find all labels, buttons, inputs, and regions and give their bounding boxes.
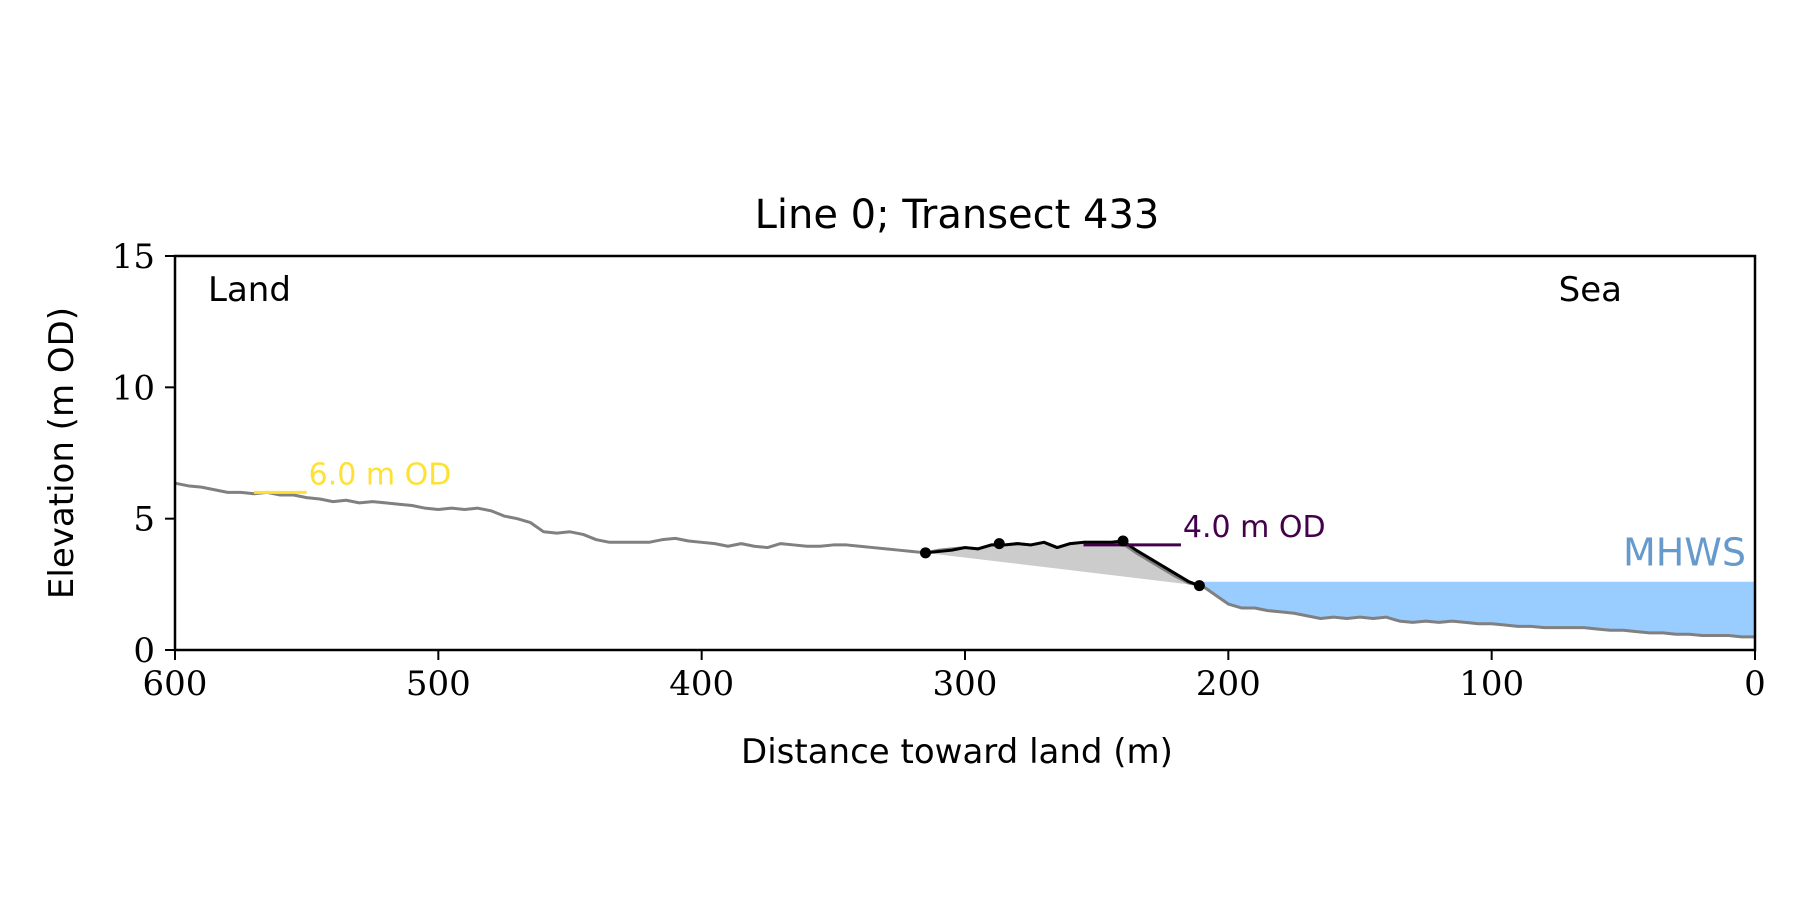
y-tick-label: 10 — [112, 368, 155, 408]
labels-layer: 6.0 m OD 4.0 m OD MHWS 600 500 400 300 200 100 0 0… — [112, 237, 1766, 704]
dune-point — [993, 538, 1005, 550]
x-tick-label: 400 — [669, 664, 734, 704]
od-marker-label: 4.0 m OD — [1183, 510, 1326, 545]
dune-fill — [925, 540, 1200, 586]
axes-layer — [165, 254, 1757, 660]
x-axis-label: Distance toward land (m) — [741, 732, 1173, 772]
x-tick-label: 0 — [1744, 664, 1766, 704]
mhws-water-fill — [1199, 581, 1755, 637]
x-tick-label: 200 — [1196, 664, 1261, 704]
x-tick-label: 500 — [406, 664, 471, 704]
dune-line — [925, 539, 1200, 588]
lines-layer — [174, 481, 1755, 639]
x-tick-label: 300 — [933, 664, 998, 704]
fills-layer — [925, 540, 1755, 637]
dune-point — [1193, 580, 1205, 592]
mhws-label: MHWS — [1623, 531, 1746, 575]
chart-title: Line 0; Transect 433 — [755, 192, 1160, 238]
dune-point — [920, 547, 931, 559]
y-tick-label: 5 — [133, 500, 155, 540]
land-label: Land — [208, 270, 291, 310]
x-tick-label: 600 — [143, 664, 208, 704]
y-tick-label: 15 — [112, 237, 155, 277]
od-marker-label: 6.0 m OD — [309, 457, 452, 492]
dune-point — [1117, 535, 1129, 547]
y-axis-label: Elevation (m OD) — [42, 307, 82, 599]
sea-label: Sea — [1559, 270, 1622, 310]
x-tick-label: 100 — [1459, 664, 1524, 704]
y-tick-label: 0 — [133, 631, 155, 671]
